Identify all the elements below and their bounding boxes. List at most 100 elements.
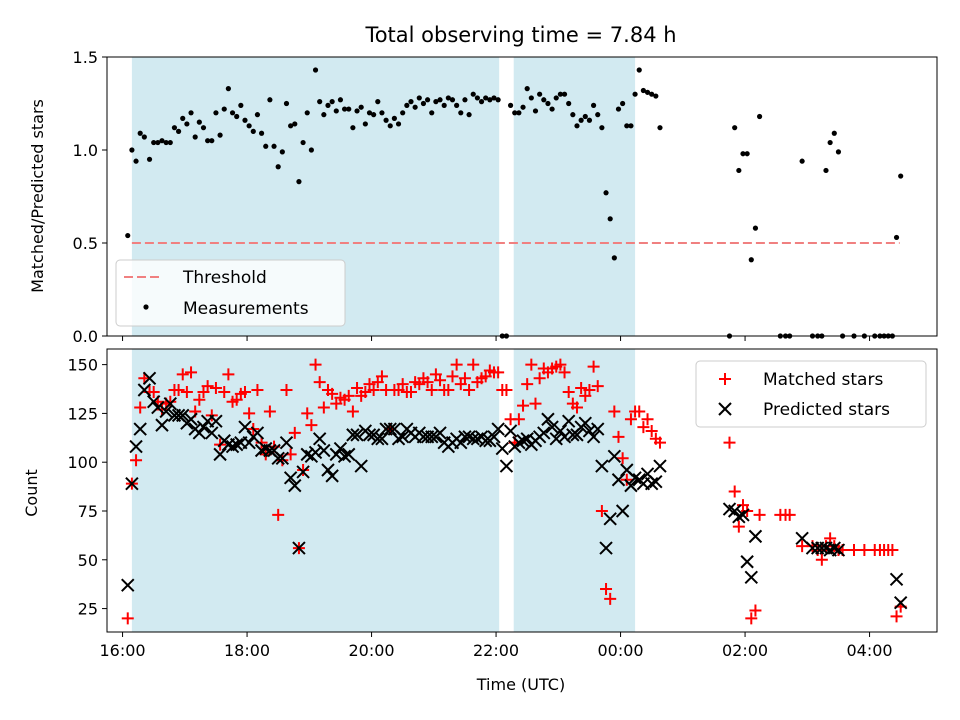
measurement-point xyxy=(296,179,302,185)
x-axis-label: Time (UTC) xyxy=(476,675,565,694)
matched-legend-swatch xyxy=(719,373,731,385)
predicted-star-point xyxy=(466,432,480,446)
matched-star-point xyxy=(562,385,575,398)
matched-star-point xyxy=(587,360,600,373)
predicted-star-point xyxy=(727,504,742,518)
predicted-star-point xyxy=(283,471,298,485)
measurement-point xyxy=(308,147,314,153)
predicted-star-point xyxy=(312,432,327,446)
measurement-point xyxy=(437,97,443,103)
matched-star-point xyxy=(263,405,276,418)
matched-star-point xyxy=(255,436,268,449)
measurement-point xyxy=(615,106,622,112)
predicted-star-point xyxy=(317,443,331,458)
predicted-star-point xyxy=(271,451,285,466)
matched-star-point xyxy=(180,385,193,398)
matched-star-point xyxy=(645,424,658,437)
y-tick-label: 1.0 xyxy=(73,141,98,160)
x-tick-label: 04:00 xyxy=(847,641,893,660)
predicted-star-point xyxy=(478,434,493,448)
measurement-point xyxy=(570,112,576,118)
predicted-star-point xyxy=(462,430,476,444)
matched-star-point xyxy=(517,399,530,412)
measurement-point xyxy=(553,95,559,101)
predicted-star-point xyxy=(137,383,152,397)
matched-star-point xyxy=(624,413,637,426)
measurement-point xyxy=(756,113,763,120)
measurement-point xyxy=(620,100,626,107)
matched-star-point xyxy=(130,454,143,467)
measurement-point xyxy=(487,97,493,103)
predicted-star-point xyxy=(300,447,314,462)
y-tick-label: 100 xyxy=(67,453,98,472)
measurement-point xyxy=(209,138,215,144)
measurement-point xyxy=(333,108,339,114)
matched-star-point xyxy=(243,407,256,420)
matched-star-point xyxy=(858,544,871,557)
predicted-star-point xyxy=(321,463,335,477)
matched-star-point xyxy=(251,383,264,396)
predicted-star-point xyxy=(795,531,809,546)
matched-star-point xyxy=(193,393,206,406)
predicted-star-point xyxy=(595,459,609,473)
matched-star-point xyxy=(434,374,447,387)
measurement-point xyxy=(524,86,530,92)
predicted-star-point xyxy=(279,435,294,450)
matched-star-point xyxy=(222,368,235,381)
y-tick-label: 0.5 xyxy=(73,234,98,253)
matched-star-point xyxy=(147,385,160,398)
matched-star-point xyxy=(301,407,314,420)
predicted-star-point xyxy=(333,441,348,456)
measurement-point xyxy=(163,139,169,146)
measurement-point xyxy=(375,99,381,105)
matched-star-point xyxy=(121,612,134,625)
measurement-point xyxy=(221,106,227,112)
measurement-point xyxy=(827,139,833,146)
predicted-star-point xyxy=(225,439,240,454)
measurement-point xyxy=(752,225,759,231)
matched-star-point xyxy=(342,389,355,402)
measurement-point xyxy=(549,106,555,112)
measurement-point xyxy=(129,147,135,153)
measurement-point xyxy=(229,110,236,116)
predicted-star-point xyxy=(541,412,555,426)
measurement-point xyxy=(283,100,290,107)
predicted-star-point xyxy=(736,508,750,522)
measurement-point xyxy=(595,112,601,118)
predicted-star-point xyxy=(561,414,576,428)
matched-star-point xyxy=(591,380,604,393)
measurement-point xyxy=(184,121,190,127)
observing-window xyxy=(513,349,636,632)
predicted-star-point xyxy=(229,437,244,452)
predicted-star-point xyxy=(740,555,754,569)
count-axes-frame xyxy=(106,348,938,633)
predicted-star-point xyxy=(520,432,534,446)
matched-star-point xyxy=(272,508,285,521)
matched-star-point xyxy=(783,508,796,521)
predicted-star-point xyxy=(537,426,551,440)
x-tick-label: 02:00 xyxy=(722,641,768,660)
matched-star-point xyxy=(570,401,583,414)
measurement-point xyxy=(491,95,497,101)
ratio-measurements xyxy=(125,67,904,339)
predicted-star-point xyxy=(516,434,530,448)
predicted-star-point xyxy=(192,426,207,440)
predicted-star-point xyxy=(611,473,626,487)
predicted-star-point xyxy=(362,428,377,442)
matched-star-point xyxy=(172,383,185,396)
predicted-star-point xyxy=(470,432,485,446)
predicted-star-point xyxy=(325,469,339,483)
measurement-point xyxy=(545,100,551,107)
predicted-star-point xyxy=(433,426,447,440)
predicted-star-point xyxy=(744,570,758,585)
matched-star-point xyxy=(492,366,505,379)
predicted-star-point xyxy=(748,529,763,544)
measurement-point xyxy=(175,128,182,134)
count-panel: 16:00 18:00 20:00 22:00 00:00 02:00 04:00 25 50 7… xyxy=(22,348,938,694)
predicted-star-point xyxy=(644,476,659,491)
predicted-star-point xyxy=(350,428,364,442)
predicted-star-point xyxy=(242,435,256,450)
predicted-star-point xyxy=(371,432,385,446)
matched-star-point xyxy=(134,401,147,414)
